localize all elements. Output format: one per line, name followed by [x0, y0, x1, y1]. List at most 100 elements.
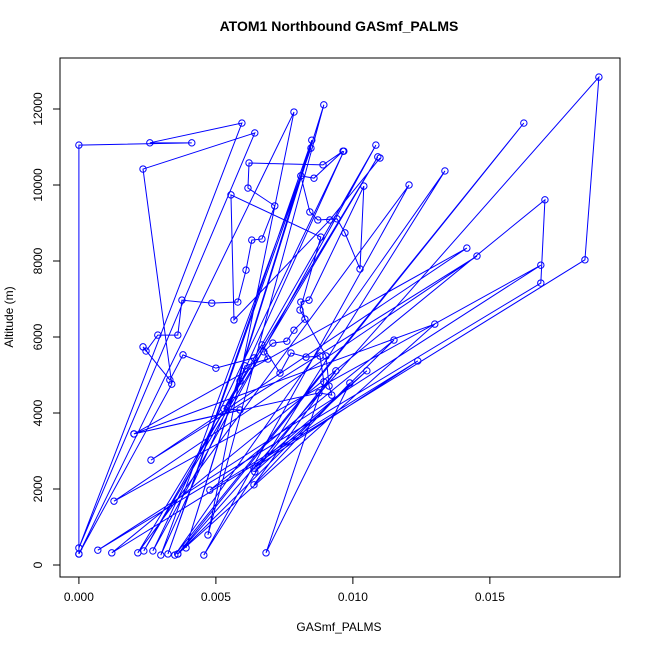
point — [250, 481, 258, 489]
point — [178, 296, 186, 304]
point — [154, 331, 162, 339]
point — [537, 261, 545, 269]
point — [258, 341, 266, 349]
point — [174, 331, 182, 339]
point — [220, 405, 228, 413]
point — [236, 377, 244, 385]
point — [595, 73, 603, 81]
x-tick-label: 0.000 — [64, 590, 94, 604]
point — [376, 154, 384, 162]
y-tick-label: 6000 — [31, 323, 45, 350]
point — [238, 119, 246, 127]
point — [306, 208, 314, 216]
point — [241, 362, 249, 370]
point — [110, 497, 118, 505]
point — [242, 266, 250, 274]
point — [297, 298, 305, 306]
series-line — [78, 75, 600, 556]
point — [307, 144, 315, 152]
point — [108, 549, 116, 557]
point — [302, 353, 310, 361]
point — [200, 551, 208, 559]
point — [182, 544, 190, 552]
point — [75, 550, 83, 558]
point — [251, 468, 259, 476]
point — [271, 202, 279, 210]
point — [463, 244, 471, 252]
point — [134, 549, 142, 557]
point — [260, 348, 268, 356]
point — [276, 369, 284, 377]
point — [360, 182, 368, 190]
point — [206, 486, 214, 494]
point — [245, 159, 253, 167]
point — [75, 141, 83, 149]
point — [325, 382, 333, 390]
point — [317, 233, 325, 241]
x-tick-label: 0.005 — [201, 590, 231, 604]
point — [520, 119, 528, 127]
point — [290, 108, 298, 116]
y-tick-label: 0 — [31, 561, 45, 568]
point — [250, 464, 258, 472]
point — [581, 256, 589, 264]
point — [290, 326, 298, 334]
point — [328, 391, 336, 399]
point — [258, 235, 266, 243]
point — [264, 355, 272, 363]
x-tick-label: 0.015 — [475, 590, 505, 604]
point — [179, 351, 187, 359]
chart-title: ATOM1 Northbound GASmf_PALMS — [220, 18, 459, 34]
y-tick-label: 8000 — [31, 247, 45, 274]
point — [315, 389, 323, 397]
point — [130, 430, 138, 438]
point — [139, 165, 147, 173]
point — [164, 550, 172, 558]
point — [339, 147, 347, 155]
point — [390, 336, 398, 344]
point — [142, 347, 150, 355]
point — [332, 367, 340, 375]
point — [168, 380, 176, 388]
point — [473, 252, 481, 260]
point — [234, 298, 242, 306]
point — [414, 357, 422, 365]
point — [537, 279, 545, 287]
point — [227, 191, 235, 199]
y-axis-label: Altitude (m) — [2, 286, 16, 347]
point — [310, 174, 318, 182]
point — [146, 139, 154, 147]
point — [346, 379, 354, 387]
point — [308, 136, 316, 144]
point — [208, 299, 216, 307]
point — [149, 547, 157, 555]
point — [251, 129, 259, 137]
point — [147, 456, 155, 464]
x-axis-label: GASmf_PALMS — [296, 620, 381, 634]
point — [94, 546, 102, 554]
point — [166, 376, 174, 384]
point — [297, 172, 305, 180]
point — [305, 296, 313, 304]
point — [212, 364, 220, 372]
point — [174, 550, 182, 558]
point — [333, 215, 341, 223]
point — [341, 229, 349, 237]
point — [248, 236, 256, 244]
point — [269, 339, 277, 347]
y-tick-label: 12000 — [31, 92, 45, 126]
point — [287, 349, 295, 357]
point — [230, 316, 238, 324]
y-tick-label: 10000 — [31, 168, 45, 202]
point — [283, 337, 291, 345]
point — [356, 265, 364, 273]
point — [322, 352, 330, 360]
point — [441, 167, 449, 175]
y-tick-label: 2000 — [31, 475, 45, 502]
point — [301, 315, 309, 323]
point — [188, 139, 196, 147]
point — [320, 101, 328, 109]
point — [314, 216, 322, 224]
point — [236, 406, 244, 414]
